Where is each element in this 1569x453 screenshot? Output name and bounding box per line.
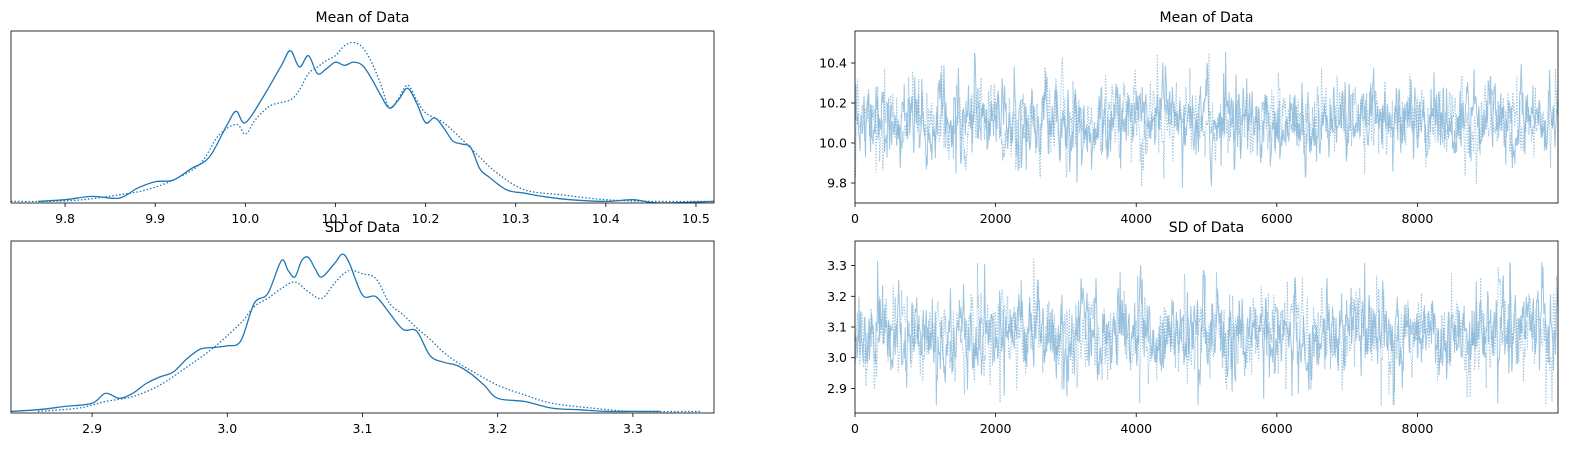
sd-trace-y-tick-label: 3.0 (827, 350, 847, 365)
sd-density-x-tick-label: 2.9 (82, 421, 102, 436)
mean-trace-x-tick-label: 0 (851, 211, 859, 226)
mean-density-x-tick-label: 10.2 (412, 211, 440, 226)
sd-trace-y-tick-label: 3.3 (827, 258, 847, 273)
mean-trace-y-tick-label: 10.4 (819, 56, 847, 71)
mean-trace-chain-2-trace (855, 52, 1558, 187)
sd-density-panel: 2.9 3.0 3.1 3.2 3.3 SD of Data (10, 220, 715, 436)
mean-density-plot-area (11, 41, 714, 203)
sd-trace-y-tick-label: 3.1 (827, 320, 847, 335)
mean-density-x-tick-label: 10.3 (502, 211, 530, 226)
mean-density-x-tick-label: 10.4 (592, 211, 620, 226)
mean-density-dotted-chain-line (11, 41, 714, 203)
mean-trace-plot-area (855, 51, 1558, 188)
sd-density-title: SD of Data (325, 220, 401, 236)
mean-density-x-tick-label: 9.9 (145, 211, 165, 226)
mean-density-x-tick-label: 10.1 (322, 211, 350, 226)
sd-density-x-tick-label: 3.2 (488, 421, 508, 436)
sd-density-solid-chain-line (11, 253, 660, 413)
sd-density-dotted-chain-line (37, 269, 701, 413)
sd-density-x-tick-label: 3.1 (353, 421, 373, 436)
mean-trace-y-tick-label: 10.0 (819, 136, 847, 151)
mean-trace-y-tick-label: 9.8 (827, 176, 847, 191)
sd-density-x-tick-label: 3.0 (217, 421, 237, 436)
sd-trace-x-tick-label: 6000 (1261, 421, 1293, 436)
sd-trace-plot-area (855, 258, 1558, 406)
mean-trace-x-tick-label: 2000 (980, 211, 1012, 226)
mean-trace-x-tick-label: 8000 (1402, 211, 1434, 226)
sd-trace-y-tick-label: 3.2 (827, 289, 847, 304)
sd-trace-x-tick-label: 2000 (980, 421, 1012, 436)
mean-density-x-tick-label: 10.0 (231, 211, 259, 226)
sd-trace-x-tick-label: 4000 (1120, 421, 1152, 436)
mean-density-x-tick-label: 10.5 (682, 211, 710, 226)
sd-trace-x-tick-label: 8000 (1402, 421, 1434, 436)
sd-density-axes-frame (10, 240, 715, 414)
mean-density-axes-frame (10, 30, 715, 204)
mean-density-x-tick-label: 9.8 (55, 211, 75, 226)
mean-density-solid-chain-line (37, 50, 714, 203)
sd-trace-chain-2-trace (855, 258, 1558, 406)
sd-density-x-tick-label: 3.3 (623, 421, 643, 436)
mean-trace-panel: 0 2000 4000 6000 8000 9.8 10.0 10.2 10.4 Mean of … (819, 10, 1559, 226)
sd-trace-x-tick-label: 0 (851, 421, 859, 436)
mean-trace-title: Mean of Data (1160, 10, 1254, 26)
mean-trace-y-tick-label: 10.2 (819, 96, 847, 111)
mean-trace-x-tick-label: 4000 (1120, 211, 1152, 226)
mean-density-panel: 9.8 9.9 10.0 10.1 10.2 10.3 10.4 10.5 Mean of Da… (10, 10, 715, 226)
mean-density-title: Mean of Data (316, 10, 410, 26)
mean-trace-x-tick-label: 6000 (1261, 211, 1293, 226)
mean-trace-axes-frame (854, 30, 1559, 204)
sd-density-plot-area (11, 253, 701, 413)
sd-trace-y-tick-label: 2.9 (827, 381, 847, 396)
sd-trace-title: SD of Data (1169, 220, 1245, 236)
sd-trace-panel: 0 2000 4000 6000 8000 2.9 3.0 3.1 3.2 3.3 SD of Da… (827, 220, 1559, 436)
